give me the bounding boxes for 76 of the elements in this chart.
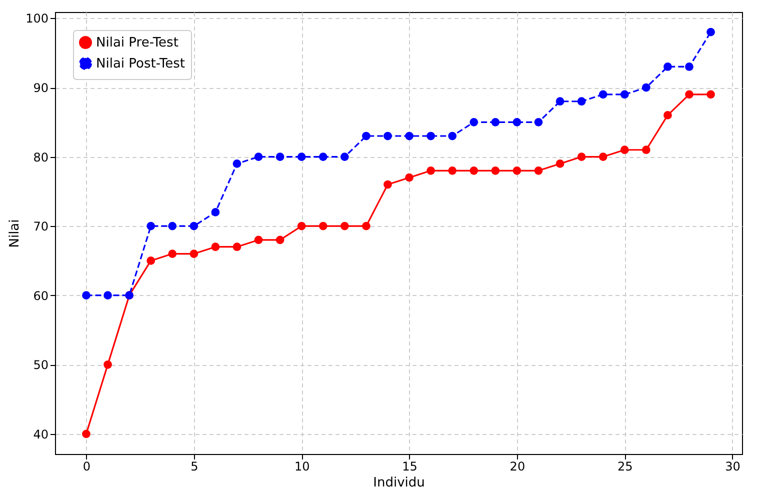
point (297, 222, 306, 230)
point (82, 430, 90, 438)
point (664, 62, 672, 71)
point (556, 160, 564, 168)
point (104, 291, 112, 300)
x-tick-label: 30 (725, 460, 740, 474)
point (448, 166, 457, 175)
point (577, 152, 586, 161)
legend-label: Nilai Post-Test (96, 56, 185, 72)
point (318, 152, 328, 161)
point (491, 166, 500, 175)
point (168, 250, 177, 258)
point (620, 90, 629, 99)
point (556, 97, 564, 106)
point (211, 242, 220, 252)
point (598, 90, 608, 99)
x-tick-label: 0 (82, 460, 91, 474)
point (318, 222, 328, 230)
y-axis-title: Nilai (8, 219, 23, 248)
y-tick-label: 50 (33, 358, 48, 372)
x-tick-label: 20 (510, 460, 526, 474)
point (448, 132, 457, 140)
point (232, 160, 242, 168)
x-tick-label: 5 (190, 460, 198, 474)
point (340, 152, 349, 161)
point (190, 222, 198, 230)
point (512, 166, 522, 175)
point (470, 118, 478, 126)
y-tick-label: 70 (33, 220, 48, 234)
y-tick-label: 40 (33, 427, 48, 442)
point (362, 222, 370, 230)
point (146, 256, 156, 265)
point (190, 250, 198, 258)
point (470, 166, 478, 175)
legend-label: Nilai Pre-Test (96, 36, 178, 50)
x-tick-label: 25 (617, 460, 633, 474)
point (211, 208, 220, 216)
point (512, 118, 522, 126)
point (82, 291, 90, 300)
point (362, 132, 370, 140)
point (340, 222, 349, 230)
point (426, 166, 435, 175)
point (104, 360, 112, 369)
point (276, 152, 284, 161)
point (276, 236, 284, 244)
point (384, 132, 392, 140)
point (405, 173, 414, 182)
point (297, 152, 306, 161)
point (685, 62, 694, 71)
point (426, 132, 435, 140)
point (384, 180, 392, 189)
y-tick-label: 60 (33, 288, 48, 303)
x-axis-title: Individu (373, 476, 425, 490)
point (664, 111, 672, 120)
point (254, 236, 263, 244)
x-tick-label: 15 (402, 460, 418, 474)
point (706, 28, 715, 36)
point (598, 152, 608, 161)
point (642, 83, 650, 92)
x-tick-label: 10 (294, 460, 310, 474)
y-tick-label: 100 (26, 12, 48, 26)
point (168, 222, 177, 230)
point (706, 90, 715, 99)
point (534, 118, 543, 126)
y-tick-label: 90 (33, 81, 48, 96)
point (534, 166, 543, 175)
point (491, 118, 500, 126)
point (232, 242, 242, 252)
point (254, 152, 263, 161)
point (146, 222, 156, 230)
y-tick-label: 80 (33, 150, 48, 164)
point (405, 132, 414, 140)
point (620, 146, 629, 154)
point (642, 146, 650, 154)
point (577, 97, 586, 106)
point (685, 90, 694, 99)
